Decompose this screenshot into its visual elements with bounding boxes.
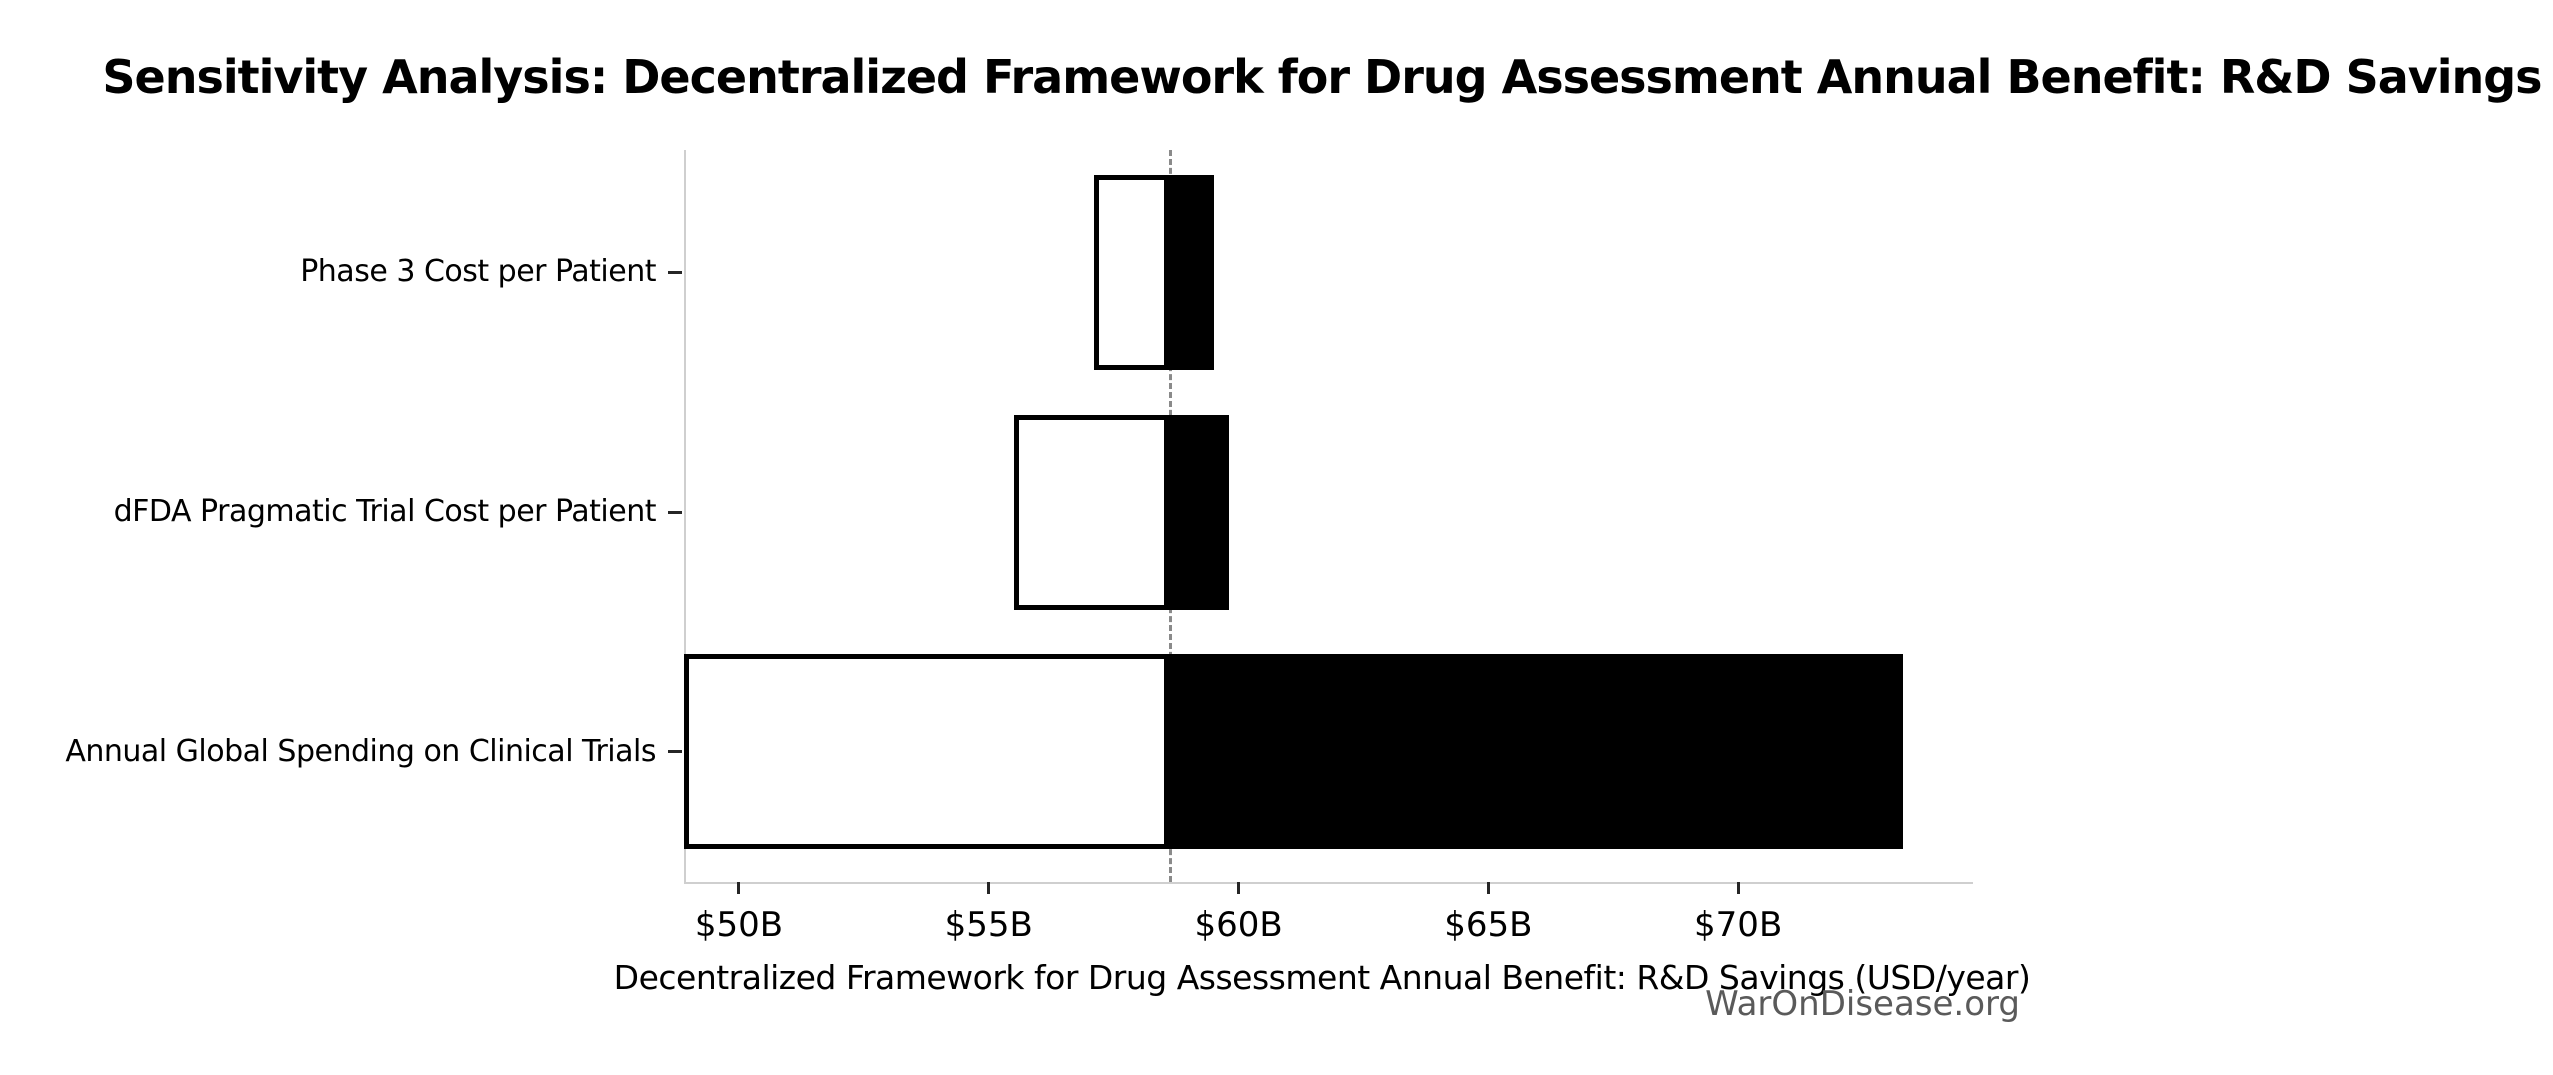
x-axis-label: Decentralized Framework for Drug Assessm…: [613, 958, 2031, 997]
x-tick-label-4: $70B: [1694, 905, 1783, 945]
watermark: WarOnDisease.org: [1705, 984, 2020, 1024]
x-tick-3: [1486, 882, 1490, 894]
x-axis-spine: [684, 882, 1973, 884]
y-axis-spine: [684, 150, 686, 882]
bar-low-2: [684, 654, 1169, 850]
chart-title: Sensitivity Analysis: Decentralized Fram…: [102, 50, 2542, 104]
x-tick-label-3: $65B: [1444, 905, 1533, 945]
x-tick-label-2: $60B: [1194, 905, 1283, 945]
y-tick-2: [668, 750, 682, 754]
x-tick-label-0: $50B: [694, 905, 784, 945]
bar-high-1: [1168, 414, 1229, 610]
y-tick-1: [668, 510, 682, 514]
category-label-0: Phase 3 Cost per Patient: [300, 254, 656, 290]
x-tick-2: [1237, 882, 1241, 894]
x-tick-4: [1736, 882, 1740, 894]
bar-high-0: [1168, 174, 1214, 370]
x-tick-1: [987, 882, 991, 894]
bar-high-2: [1168, 654, 1904, 850]
y-tick-0: [668, 270, 682, 274]
bar-low-1: [1013, 414, 1169, 610]
plot-area: [668, 150, 1973, 894]
category-label-1: dFDA Pragmatic Trial Cost per Patient: [113, 494, 657, 530]
category-label-2: Annual Global Spending on Clinical Trial…: [65, 733, 656, 769]
x-tick-label-1: $55B: [944, 905, 1033, 945]
x-tick-0: [737, 882, 741, 894]
bar-low-0: [1093, 174, 1169, 370]
